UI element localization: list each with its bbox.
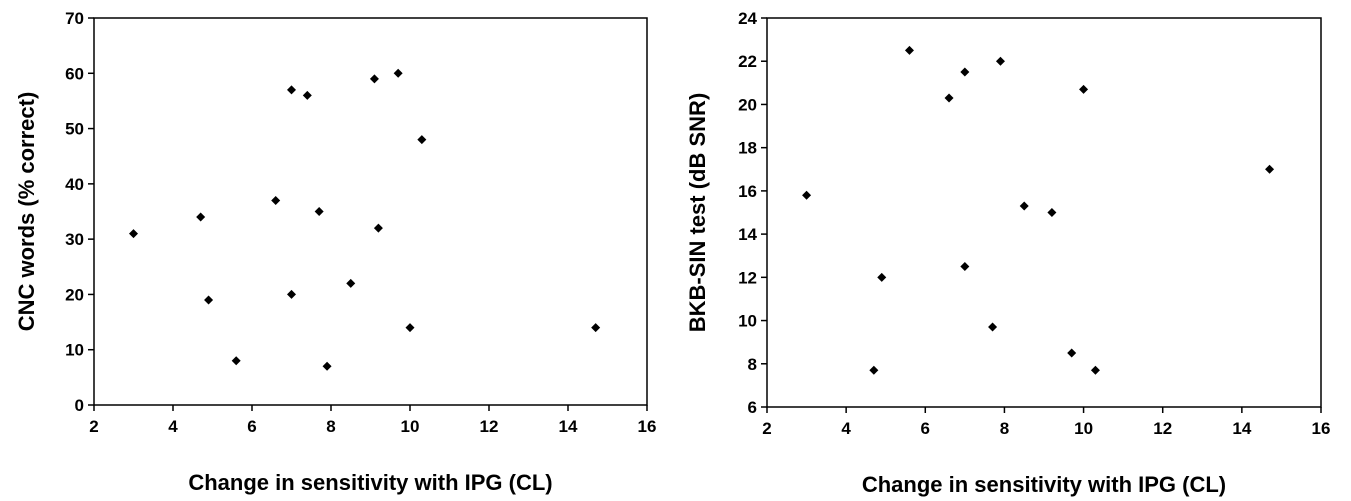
y-tick-label: 16	[738, 182, 757, 201]
data-point	[877, 272, 887, 282]
plot-frame	[766, 17, 1322, 408]
x-axis-title: Change in sensitivity with IPG (CL)	[188, 470, 552, 495]
data-point	[869, 365, 879, 375]
y-tick-label: 40	[65, 175, 84, 194]
data-point	[988, 322, 998, 332]
data-point	[802, 190, 812, 200]
x-tick-label: 8	[1000, 419, 1009, 438]
data-point	[960, 67, 970, 77]
y-tick-label: 20	[738, 95, 757, 114]
chart-1: 2 4 6 8 10 12 14 16 0 10 20 30 40 50 60 70 Change in sen…	[14, 9, 656, 495]
data-point	[405, 323, 415, 333]
y-tick-label: 60	[65, 64, 84, 83]
data-point	[1265, 164, 1275, 174]
data-point	[287, 85, 296, 95]
x-tick-label: 16	[638, 417, 657, 436]
data-point	[1047, 208, 1057, 217]
data-point	[960, 262, 970, 272]
data-point	[287, 289, 296, 299]
data-point	[346, 278, 356, 288]
x-tick-label: 2	[762, 419, 771, 438]
plot-frame	[93, 17, 648, 406]
data-point	[904, 45, 914, 55]
y-tick-label: 22	[738, 52, 757, 71]
data-point	[231, 356, 241, 366]
y-tick-label: 50	[65, 120, 84, 139]
y-tick-label: 70	[65, 9, 84, 28]
y-tick-label: 20	[65, 285, 84, 304]
data-point	[204, 295, 214, 305]
data-point	[302, 90, 312, 100]
data-point	[129, 229, 138, 239]
y-tick-label: 18	[738, 139, 757, 158]
y-axis-title: BKB-SIN test (dB SNR)	[685, 93, 710, 333]
x-tick-label: 10	[1074, 419, 1093, 438]
data-point	[314, 207, 324, 216]
y-tick-label: 10	[738, 312, 757, 331]
x-tick-label: 2	[89, 417, 98, 436]
data-point	[271, 195, 281, 205]
y-tick-label: 14	[738, 225, 757, 244]
x-tick-label: 12	[1153, 419, 1172, 438]
x-tick-label: 4	[841, 419, 851, 438]
x-tick-label: 10	[401, 417, 420, 436]
data-point	[1019, 201, 1029, 211]
y-tick-label: 30	[65, 230, 84, 249]
y-axis-title: CNC words (% correct)	[14, 92, 39, 332]
data-point	[1067, 348, 1077, 358]
data-point	[322, 361, 332, 371]
x-tick-label: 6	[921, 419, 930, 438]
y-tick-label: 6	[748, 398, 757, 417]
x-axis-title: Change in sensitivity with IPG (CL)	[862, 472, 1226, 497]
y-tick-label: 0	[75, 396, 84, 415]
data-point	[995, 56, 1005, 66]
x-tick-label: 8	[326, 417, 335, 436]
data-point	[196, 212, 206, 222]
x-tick-label: 14	[1232, 419, 1251, 438]
data-point	[944, 93, 954, 103]
y-tick-label: 10	[65, 341, 84, 360]
data-point	[591, 323, 601, 333]
data-point	[369, 74, 379, 84]
data-point	[1090, 365, 1100, 375]
data-point	[417, 135, 427, 145]
x-tick-label: 12	[480, 417, 499, 436]
data-point	[1079, 84, 1089, 94]
y-tick-label: 12	[738, 268, 757, 287]
x-tick-label: 6	[247, 417, 256, 436]
data-point	[373, 223, 383, 233]
x-tick-label: 14	[559, 417, 578, 436]
x-tick-label: 16	[1312, 419, 1331, 438]
data-point	[393, 68, 403, 78]
y-tick-label: 8	[748, 355, 757, 374]
x-tick-label: 4	[168, 417, 178, 436]
y-tick-label: 24	[738, 9, 757, 28]
